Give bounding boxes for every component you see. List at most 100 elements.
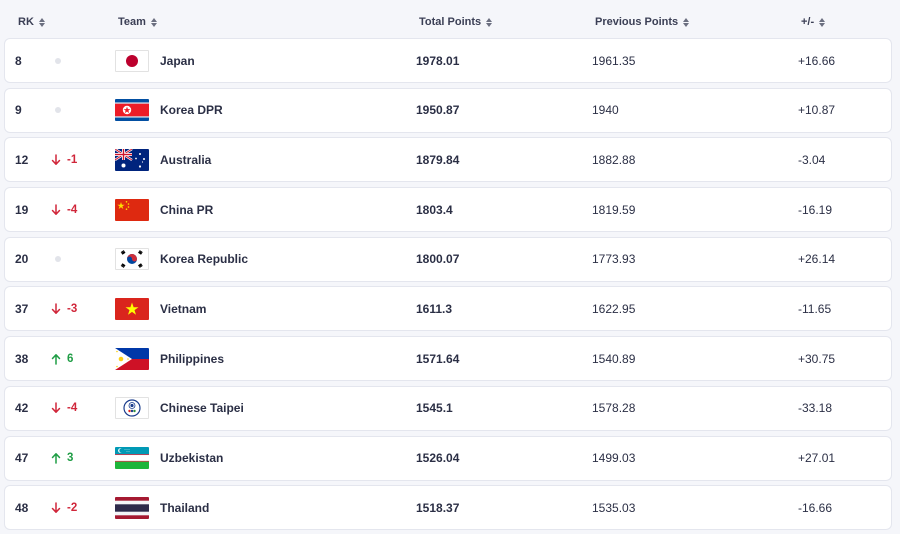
rank-change: 6	[51, 337, 73, 380]
vietnam-flag-icon	[115, 287, 149, 330]
total-points-value: 1978.01	[416, 53, 460, 68]
table-row[interactable]: 47 3 Uzbekistan 1526.04 1499.03 +27.01	[4, 435, 892, 481]
rank-change-value: -4	[67, 203, 78, 216]
arrow-down-icon	[51, 154, 61, 166]
arrow-up-icon	[51, 353, 61, 365]
previous-points-value: 1622.95	[592, 301, 636, 316]
korea-dpr-flag-icon	[115, 89, 149, 132]
points-diff-value: +10.87	[798, 103, 836, 118]
thailand-flag-icon	[115, 486, 149, 529]
arrow-down-icon	[51, 402, 61, 414]
team-column-header[interactable]: Team	[118, 16, 157, 28]
points-diff-value: +16.66	[798, 53, 836, 68]
arrow-down-icon	[51, 303, 61, 315]
uzbekistan-flag-icon	[115, 437, 149, 480]
sort-icon	[819, 17, 826, 27]
previous-points-value: 1535.03	[592, 500, 636, 515]
rank-change-none	[51, 89, 61, 132]
rank-change: -4	[51, 188, 77, 231]
rk-column-header[interactable]: RK	[18, 16, 45, 28]
team-name[interactable]: Chinese Taipei	[160, 401, 244, 416]
total-points-value: 1545.1	[416, 401, 453, 416]
table-row[interactable]: 38 6 Philippines 1571.64 1540.89 +30.75	[4, 336, 892, 382]
rank-value: 20	[15, 252, 29, 267]
total-points-value: 1879.84	[416, 152, 460, 167]
points-diff-value: -3.04	[798, 152, 826, 167]
total-points-value: 1526.04	[416, 451, 460, 465]
total-points-column-header[interactable]: Total Points	[419, 16, 493, 28]
previous-points-value: 1961.35	[592, 53, 636, 68]
total-points-value: 1611.3	[416, 301, 453, 316]
rank-value: 38	[15, 351, 29, 366]
rank-value: 12	[15, 152, 29, 167]
rank-change-none	[51, 238, 61, 281]
china-flag-icon	[115, 188, 149, 231]
previous-points-value: 1499.03	[592, 451, 636, 465]
team-name[interactable]: Thailand	[160, 500, 210, 515]
total-points-value: 1800.07	[416, 252, 460, 267]
no-change-dot-icon	[55, 256, 61, 263]
table-header: RK Team Total Points Previous Points +/-	[4, 0, 892, 40]
points-diff-value: +27.01	[798, 451, 836, 465]
team-name[interactable]: Korea Republic	[160, 252, 249, 267]
team-name[interactable]: Philippines	[160, 351, 225, 366]
rank-change-value: -3	[67, 302, 78, 315]
table-row[interactable]: 48 -2 Thailand 1518.37 1535.03 -16.66	[4, 485, 892, 531]
table-body: 8 Japan 1978.01 1961.35 +16.66 9 Korea D…	[4, 38, 892, 534]
rank-change-value: -2	[67, 501, 78, 514]
rank-change: 3	[51, 437, 73, 480]
points-diff-value: -16.19	[798, 202, 833, 217]
rank-value: 8	[15, 53, 22, 68]
diff-column-header[interactable]: +/-	[801, 16, 826, 28]
rank-value: 42	[15, 401, 29, 416]
previous-points-value: 1540.89	[592, 351, 636, 366]
rank-change-value: 3	[67, 452, 74, 464]
team-name[interactable]: Vietnam	[160, 301, 207, 316]
total-points-value: 1803.4	[416, 202, 453, 217]
team-name[interactable]: China PR	[160, 202, 214, 217]
points-diff-value: +26.14	[798, 252, 836, 267]
points-diff-value: -11.65	[798, 301, 832, 316]
team-name[interactable]: Australia	[160, 152, 212, 167]
sort-icon	[683, 17, 690, 27]
rank-value: 47	[15, 451, 29, 465]
rank-change-value: -1	[67, 153, 78, 166]
previous-points-value: 1940	[592, 103, 619, 118]
rank-value: 9	[15, 103, 22, 118]
total-points-value: 1950.87	[416, 103, 460, 118]
japan-flag-icon	[115, 39, 149, 82]
table-row[interactable]: 8 Japan 1978.01 1961.35 +16.66	[4, 38, 892, 83]
arrow-up-icon	[51, 452, 61, 464]
table-row[interactable]: 9 Korea DPR 1950.87 1940 +10.87	[4, 87, 892, 133]
rank-value: 37	[15, 301, 29, 316]
sort-icon	[38, 17, 45, 27]
korea-rep-flag-icon	[115, 238, 149, 281]
taipei-flag-icon	[115, 387, 149, 430]
no-change-dot-icon	[55, 107, 61, 114]
previous-points-value: 1578.28	[592, 401, 636, 416]
team-name[interactable]: Japan	[160, 53, 195, 68]
rank-change: -3	[51, 287, 77, 330]
table-row[interactable]: 19 -4 China PR 1803.4 1819.59 -16.19	[4, 187, 892, 233]
table-row[interactable]: 42 -4 Chinese Taipei 1545.1 1578.28 -33.…	[4, 385, 892, 431]
rank-value: 19	[15, 202, 29, 217]
table-row[interactable]: 20 Korea Republic 1800.07 1773.93 +26.14	[4, 236, 892, 282]
points-diff-value: -16.66	[798, 500, 833, 515]
rank-change: -1	[51, 138, 77, 181]
rank-value: 48	[15, 500, 29, 515]
sort-icon	[150, 17, 157, 27]
previous-points-value: 1819.59	[592, 202, 636, 217]
table-row[interactable]: 12 -1 Australia 1879.84 1882.88 -3.04	[4, 137, 892, 183]
arrow-down-icon	[51, 501, 61, 514]
team-name[interactable]: Korea DPR	[160, 103, 223, 118]
total-points-value: 1518.37	[416, 500, 460, 515]
rank-change-value: -4	[67, 402, 78, 415]
no-change-dot-icon	[55, 57, 61, 64]
rank-change: -4	[51, 387, 77, 430]
table-row[interactable]: 37 -3 Vietnam 1611.3 1622.95 -11.65	[4, 286, 892, 332]
team-name[interactable]: Uzbekistan	[160, 451, 224, 465]
australia-flag-icon	[115, 138, 149, 181]
previous-points-column-header[interactable]: Previous Points	[595, 16, 690, 28]
rank-change: -2	[51, 486, 77, 529]
